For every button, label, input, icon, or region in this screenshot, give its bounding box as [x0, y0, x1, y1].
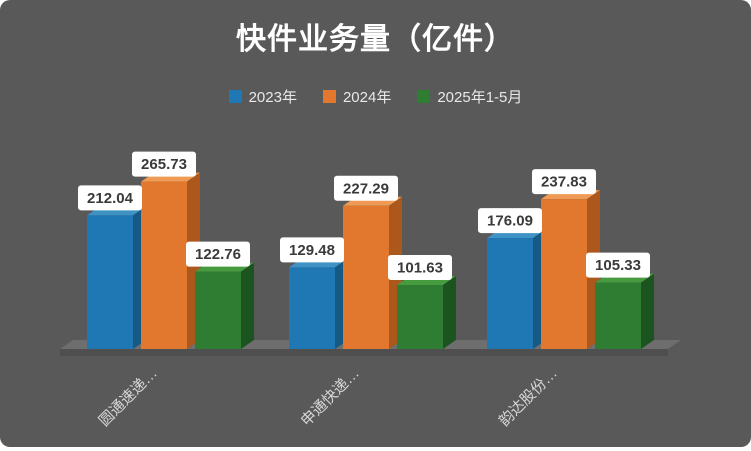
value-label-box: [478, 208, 542, 234]
category-label: 韵达股份…: [496, 365, 561, 430]
chart-title: 快件业务量（亿件）: [236, 23, 515, 56]
bar-side: [443, 275, 456, 349]
value-label: 212.04: [87, 190, 134, 207]
value-label-box: [186, 241, 250, 267]
value-label: 227.29: [343, 180, 389, 197]
category-label: 圆通速递…: [96, 365, 161, 430]
bar-front: [87, 215, 133, 349]
bar-front: [541, 199, 587, 349]
legend-item-2025: 2025年1-5月: [417, 86, 522, 107]
value-label-box: [532, 169, 596, 195]
value-label-box: [132, 151, 196, 177]
bar-front: [141, 181, 187, 349]
value-label: 237.83: [541, 174, 587, 191]
value-label-box: [334, 175, 398, 201]
value-label-box: [78, 185, 142, 211]
value-label: 129.48: [289, 242, 335, 259]
bar-front: [289, 267, 335, 349]
value-label: 101.63: [397, 259, 443, 276]
value-label-box: [388, 254, 452, 280]
bar-front: [195, 271, 241, 349]
value-label-box: [586, 252, 650, 278]
value-label-box: [280, 237, 344, 263]
legend-item-2023: 2023年: [228, 86, 297, 107]
legend-label-2025: 2025年1-5月: [437, 89, 523, 106]
legend-swatch-2025-icon: [417, 90, 431, 103]
value-label: 122.76: [195, 246, 241, 263]
legend-label-2024: 2024年: [342, 89, 392, 106]
category-label: 申通快递…: [298, 365, 363, 430]
legend: 2023年 2024年 2025年1-5月: [0, 86, 751, 107]
bar-front: [343, 205, 389, 349]
legend-swatch-2023-icon: [228, 90, 242, 103]
value-label: 105.33: [595, 257, 641, 274]
bar-front: [397, 284, 443, 349]
bar-side: [641, 273, 654, 349]
bar-front: [487, 238, 533, 349]
bar-front: [595, 282, 641, 349]
value-label: 265.73: [141, 156, 187, 173]
legend-swatch-2024-icon: [322, 90, 336, 103]
bar-side: [241, 262, 254, 349]
value-label: 176.09: [487, 213, 533, 230]
legend-label-2023: 2023年: [248, 89, 297, 106]
legend-item-2024: 2024年: [322, 86, 392, 107]
chart-floor-edge: [60, 349, 668, 356]
